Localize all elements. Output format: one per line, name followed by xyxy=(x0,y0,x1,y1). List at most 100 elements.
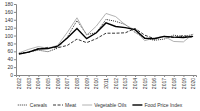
y-tick-mark xyxy=(14,4,16,5)
x-tick: 2016 xyxy=(151,75,157,89)
y-tick-label: 100 xyxy=(5,33,14,39)
x-tick: 2018 xyxy=(171,75,177,89)
y-tick-mark xyxy=(14,28,16,29)
x-tick-label: 2019 xyxy=(181,78,187,89)
y-tick-mark xyxy=(14,59,16,60)
x-tick: 2006 xyxy=(55,75,61,89)
x-tick-label: 2009 xyxy=(84,78,90,89)
y-tick: 160 xyxy=(5,9,16,15)
x-tick-mark xyxy=(38,75,39,77)
y-tick-mark xyxy=(14,43,16,44)
x-tick-mark xyxy=(67,75,68,77)
x-tick: 2019 xyxy=(181,75,187,89)
legend-item: Vegetable Oils xyxy=(82,102,127,108)
x-tick-label: 2010 xyxy=(93,78,99,89)
x-tick: 2008 xyxy=(74,75,80,89)
x-tick: 2015 xyxy=(142,75,148,89)
y-axis: 0 20 40 6080 100 120 140 160 180 xyxy=(5,1,17,78)
x-tick-label: 2008 xyxy=(74,78,80,89)
y-tick: 80 xyxy=(7,41,16,47)
series-line xyxy=(19,23,193,54)
x-tick-mark xyxy=(183,75,184,77)
x-tick-label: 2014 xyxy=(132,78,138,89)
x-tick-mark xyxy=(58,75,59,77)
x-tick-label: 2002 xyxy=(16,78,22,89)
x-tick-mark xyxy=(174,75,175,77)
x-tick: 2009 xyxy=(84,75,90,89)
y-tick-label: 120 xyxy=(5,25,14,31)
x-tick: 2007 xyxy=(64,75,70,89)
x-tick-label: 2005 xyxy=(45,78,51,89)
x-tick-label: 2018 xyxy=(171,78,177,89)
legend-swatch xyxy=(53,105,63,106)
y-tick-mark xyxy=(14,51,16,52)
legend-item: Meat xyxy=(53,102,77,108)
x-tick-mark xyxy=(96,75,97,77)
legend-label: Food Price Index xyxy=(144,102,182,108)
x-tick-mark xyxy=(154,75,155,77)
x-tick-label: 2004 xyxy=(35,78,41,89)
x-axis-line xyxy=(17,76,197,78)
y-tick-mark xyxy=(14,36,16,37)
x-tick-mark xyxy=(48,75,49,77)
y-tick-label: 140 xyxy=(5,17,14,23)
y-tick: 180 xyxy=(5,1,16,7)
legend-swatch xyxy=(132,104,142,105)
legend-swatch xyxy=(18,105,28,106)
y-tick-label: 80 xyxy=(7,41,13,47)
x-tick-mark xyxy=(164,75,165,77)
y-tick: 20 xyxy=(7,64,16,70)
x-tick-mark xyxy=(116,75,117,77)
y-tick-label: 40 xyxy=(7,56,13,62)
legend: Cereals Meat Vegetable Oils Food Price Inde… xyxy=(18,102,183,108)
x-tick-label: 2011 xyxy=(103,78,109,89)
y-tick: 40 xyxy=(7,56,16,62)
x-tick: 2005 xyxy=(45,75,51,89)
legend-item: Food Price Index xyxy=(132,102,182,108)
legend-label: Meat xyxy=(65,102,77,108)
x-axis: 2002 20032004 2005 20062007 2008 20092010 2011… xyxy=(16,75,196,89)
x-tick-mark xyxy=(125,75,126,77)
series-line xyxy=(19,28,193,53)
x-tick: 2004 xyxy=(35,75,41,89)
y-tick: 120 xyxy=(5,25,16,31)
x-tick-label: 2020 xyxy=(190,78,196,89)
x-tick: 2014 xyxy=(132,75,138,89)
y-tick: 60 xyxy=(7,48,16,54)
x-tick-mark xyxy=(29,75,30,77)
x-tick-mark xyxy=(87,75,88,77)
legend-label: Cereals xyxy=(30,102,48,108)
x-tick-label: 2013 xyxy=(122,78,128,89)
legend-swatch xyxy=(82,105,92,106)
x-tick: 2012 xyxy=(113,75,119,89)
x-tick-mark xyxy=(193,75,194,77)
y-tick-mark xyxy=(14,67,16,68)
x-tick-mark xyxy=(145,75,146,77)
legend-label: Vegetable Oils xyxy=(94,102,127,108)
x-tick: 2013 xyxy=(122,75,128,89)
x-tick-label: 2012 xyxy=(113,78,119,89)
x-tick: 2020 xyxy=(190,75,196,89)
x-tick: 2017 xyxy=(161,75,167,89)
y-tick-mark xyxy=(14,75,16,76)
y-tick: 100 xyxy=(5,33,16,39)
x-tick-label: 2015 xyxy=(142,78,148,89)
series-line xyxy=(19,13,193,52)
plot: 0 20 40 6080 100 120 140 160 180 2002 20032004 2005… xyxy=(5,1,197,89)
y-tick-mark xyxy=(14,12,16,13)
y-axis-line xyxy=(14,5,17,76)
y-tick: 0 xyxy=(10,72,16,78)
y-tick-label: 60 xyxy=(7,48,13,54)
y-tick-label: 20 xyxy=(7,64,13,70)
y-tick-mark xyxy=(14,20,16,21)
x-tick-mark xyxy=(106,75,107,77)
series-line xyxy=(19,19,193,53)
x-tick-label: 2006 xyxy=(55,78,61,89)
x-tick-label: 2007 xyxy=(64,78,70,89)
x-tick: 2011 xyxy=(103,75,109,89)
x-tick-mark xyxy=(19,75,20,77)
x-tick-label: 2016 xyxy=(151,78,157,89)
x-tick-label: 2003 xyxy=(26,78,32,89)
legend-item: Cereals xyxy=(18,102,48,108)
y-tick-label: 0 xyxy=(10,72,13,78)
